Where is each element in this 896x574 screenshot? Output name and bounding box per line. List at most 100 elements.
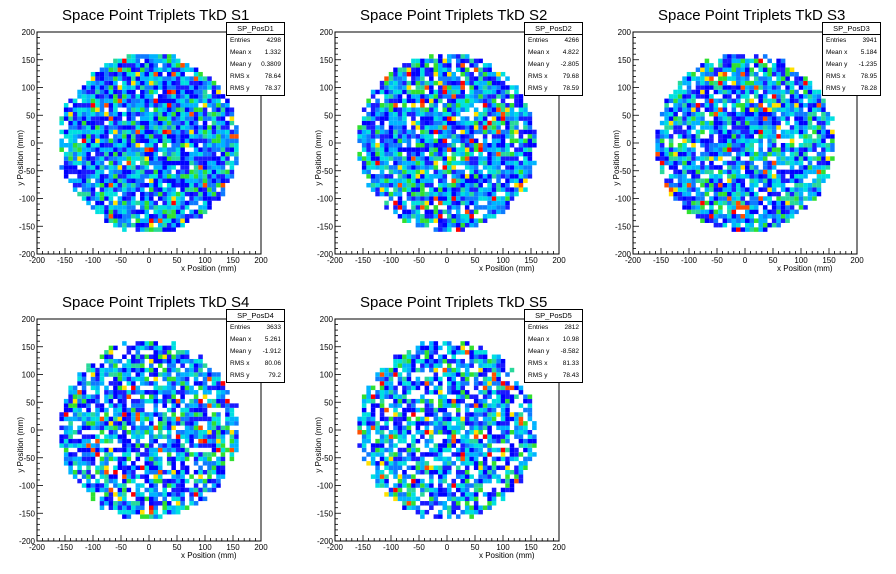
histogram-bin [144, 120, 150, 126]
histogram-bin [731, 156, 737, 161]
histogram-bin [135, 425, 141, 431]
histogram-bin [81, 160, 87, 166]
histogram-bin [153, 129, 159, 135]
stats-row-rms-y: RMS y 78.59 [525, 83, 582, 95]
stats-row-rms-x: RMS x 79.68 [525, 71, 582, 83]
histogram-bin [180, 111, 185, 117]
histogram-bin [149, 191, 154, 197]
histogram-bin [77, 394, 82, 399]
histogram-bin [393, 430, 398, 435]
histogram-bin [509, 169, 515, 175]
histogram-bin [144, 430, 150, 435]
histogram-bin [438, 187, 443, 192]
histogram-bin [193, 214, 199, 219]
stats-label: Mean x [230, 49, 252, 56]
histogram-bin [216, 434, 221, 439]
histogram-bin [718, 129, 723, 135]
histogram-bin [207, 98, 212, 104]
histogram-bin [677, 116, 683, 121]
histogram-bin [162, 116, 167, 121]
histogram-bin [357, 430, 362, 435]
histogram-bin [762, 169, 768, 175]
histogram-bin [193, 107, 199, 112]
histogram-bin [162, 80, 167, 86]
histogram-bin [767, 187, 772, 192]
histogram-bin [122, 89, 127, 95]
histogram-bin [99, 447, 105, 453]
histogram-bin [767, 85, 772, 90]
histogram-bin [153, 200, 159, 206]
histogram-bin [803, 156, 808, 161]
histogram-bin [180, 160, 185, 166]
histogram-bin [812, 143, 817, 148]
histogram-bin [429, 143, 434, 148]
histogram-bin [803, 174, 808, 179]
histogram-bin [72, 134, 78, 139]
histogram-bin [126, 76, 132, 81]
histogram-bin [722, 138, 728, 144]
histogram-bin [149, 54, 154, 59]
histogram-bin [704, 191, 710, 197]
histogram-bin [659, 138, 665, 144]
histogram-bin [704, 200, 710, 206]
histogram-bin [117, 209, 123, 215]
histogram-bin [140, 218, 145, 223]
histogram-bin [72, 187, 78, 192]
histogram-bin [162, 403, 167, 408]
histogram-bin [166, 227, 172, 232]
histogram-bin [447, 160, 452, 166]
histogram-bin [816, 191, 822, 197]
histogram-bin [789, 80, 795, 86]
histogram-bin [225, 398, 230, 404]
histogram-bin [491, 205, 497, 210]
histogram-bin [211, 430, 217, 435]
histogram-bin [211, 116, 217, 121]
histogram-bin [162, 367, 167, 373]
histogram-bin [157, 398, 163, 404]
histogram-bin [144, 209, 150, 215]
histogram-bin [166, 165, 172, 170]
histogram-bin [180, 398, 185, 404]
histogram-bin [397, 67, 403, 73]
histogram-bin [198, 363, 203, 368]
histogram-bin [131, 191, 136, 197]
histogram-bin [126, 394, 132, 399]
histogram-bin [700, 125, 705, 130]
histogram-bin [166, 160, 172, 166]
histogram-bin [63, 398, 69, 404]
histogram-bin [63, 143, 69, 148]
histogram-bin [104, 218, 109, 223]
histogram-bin [379, 425, 385, 431]
histogram-bin [532, 160, 537, 166]
stats-value: 79.2 [268, 372, 281, 379]
histogram-bin [157, 160, 163, 166]
histogram-bin [162, 214, 167, 219]
histogram-bin [95, 376, 100, 382]
histogram-bin [478, 58, 483, 64]
histogram-bin [433, 227, 439, 232]
histogram-bin [140, 367, 145, 373]
histogram-bin [722, 222, 728, 228]
histogram-bin [126, 367, 132, 373]
histogram-bin [523, 151, 528, 157]
histogram-bin [682, 129, 687, 135]
histogram-bin [366, 421, 371, 426]
histogram-bin [825, 160, 831, 166]
histogram-bin [767, 107, 772, 112]
histogram-bin [758, 187, 763, 192]
histogram-bin [713, 165, 719, 170]
histogram-bin [794, 129, 799, 135]
y-tick-label: -200 [317, 250, 334, 259]
histogram-bin [77, 443, 82, 448]
histogram-bin [86, 94, 91, 99]
histogram-bin [397, 107, 403, 112]
histogram-bin [771, 174, 777, 179]
histogram-bin [664, 120, 669, 126]
histogram-bin [718, 196, 723, 201]
histogram-bin [113, 94, 118, 99]
histogram-bin [700, 209, 705, 215]
histogram-bin [126, 111, 132, 117]
histogram-bin [211, 376, 217, 382]
histogram-bin [411, 169, 416, 175]
